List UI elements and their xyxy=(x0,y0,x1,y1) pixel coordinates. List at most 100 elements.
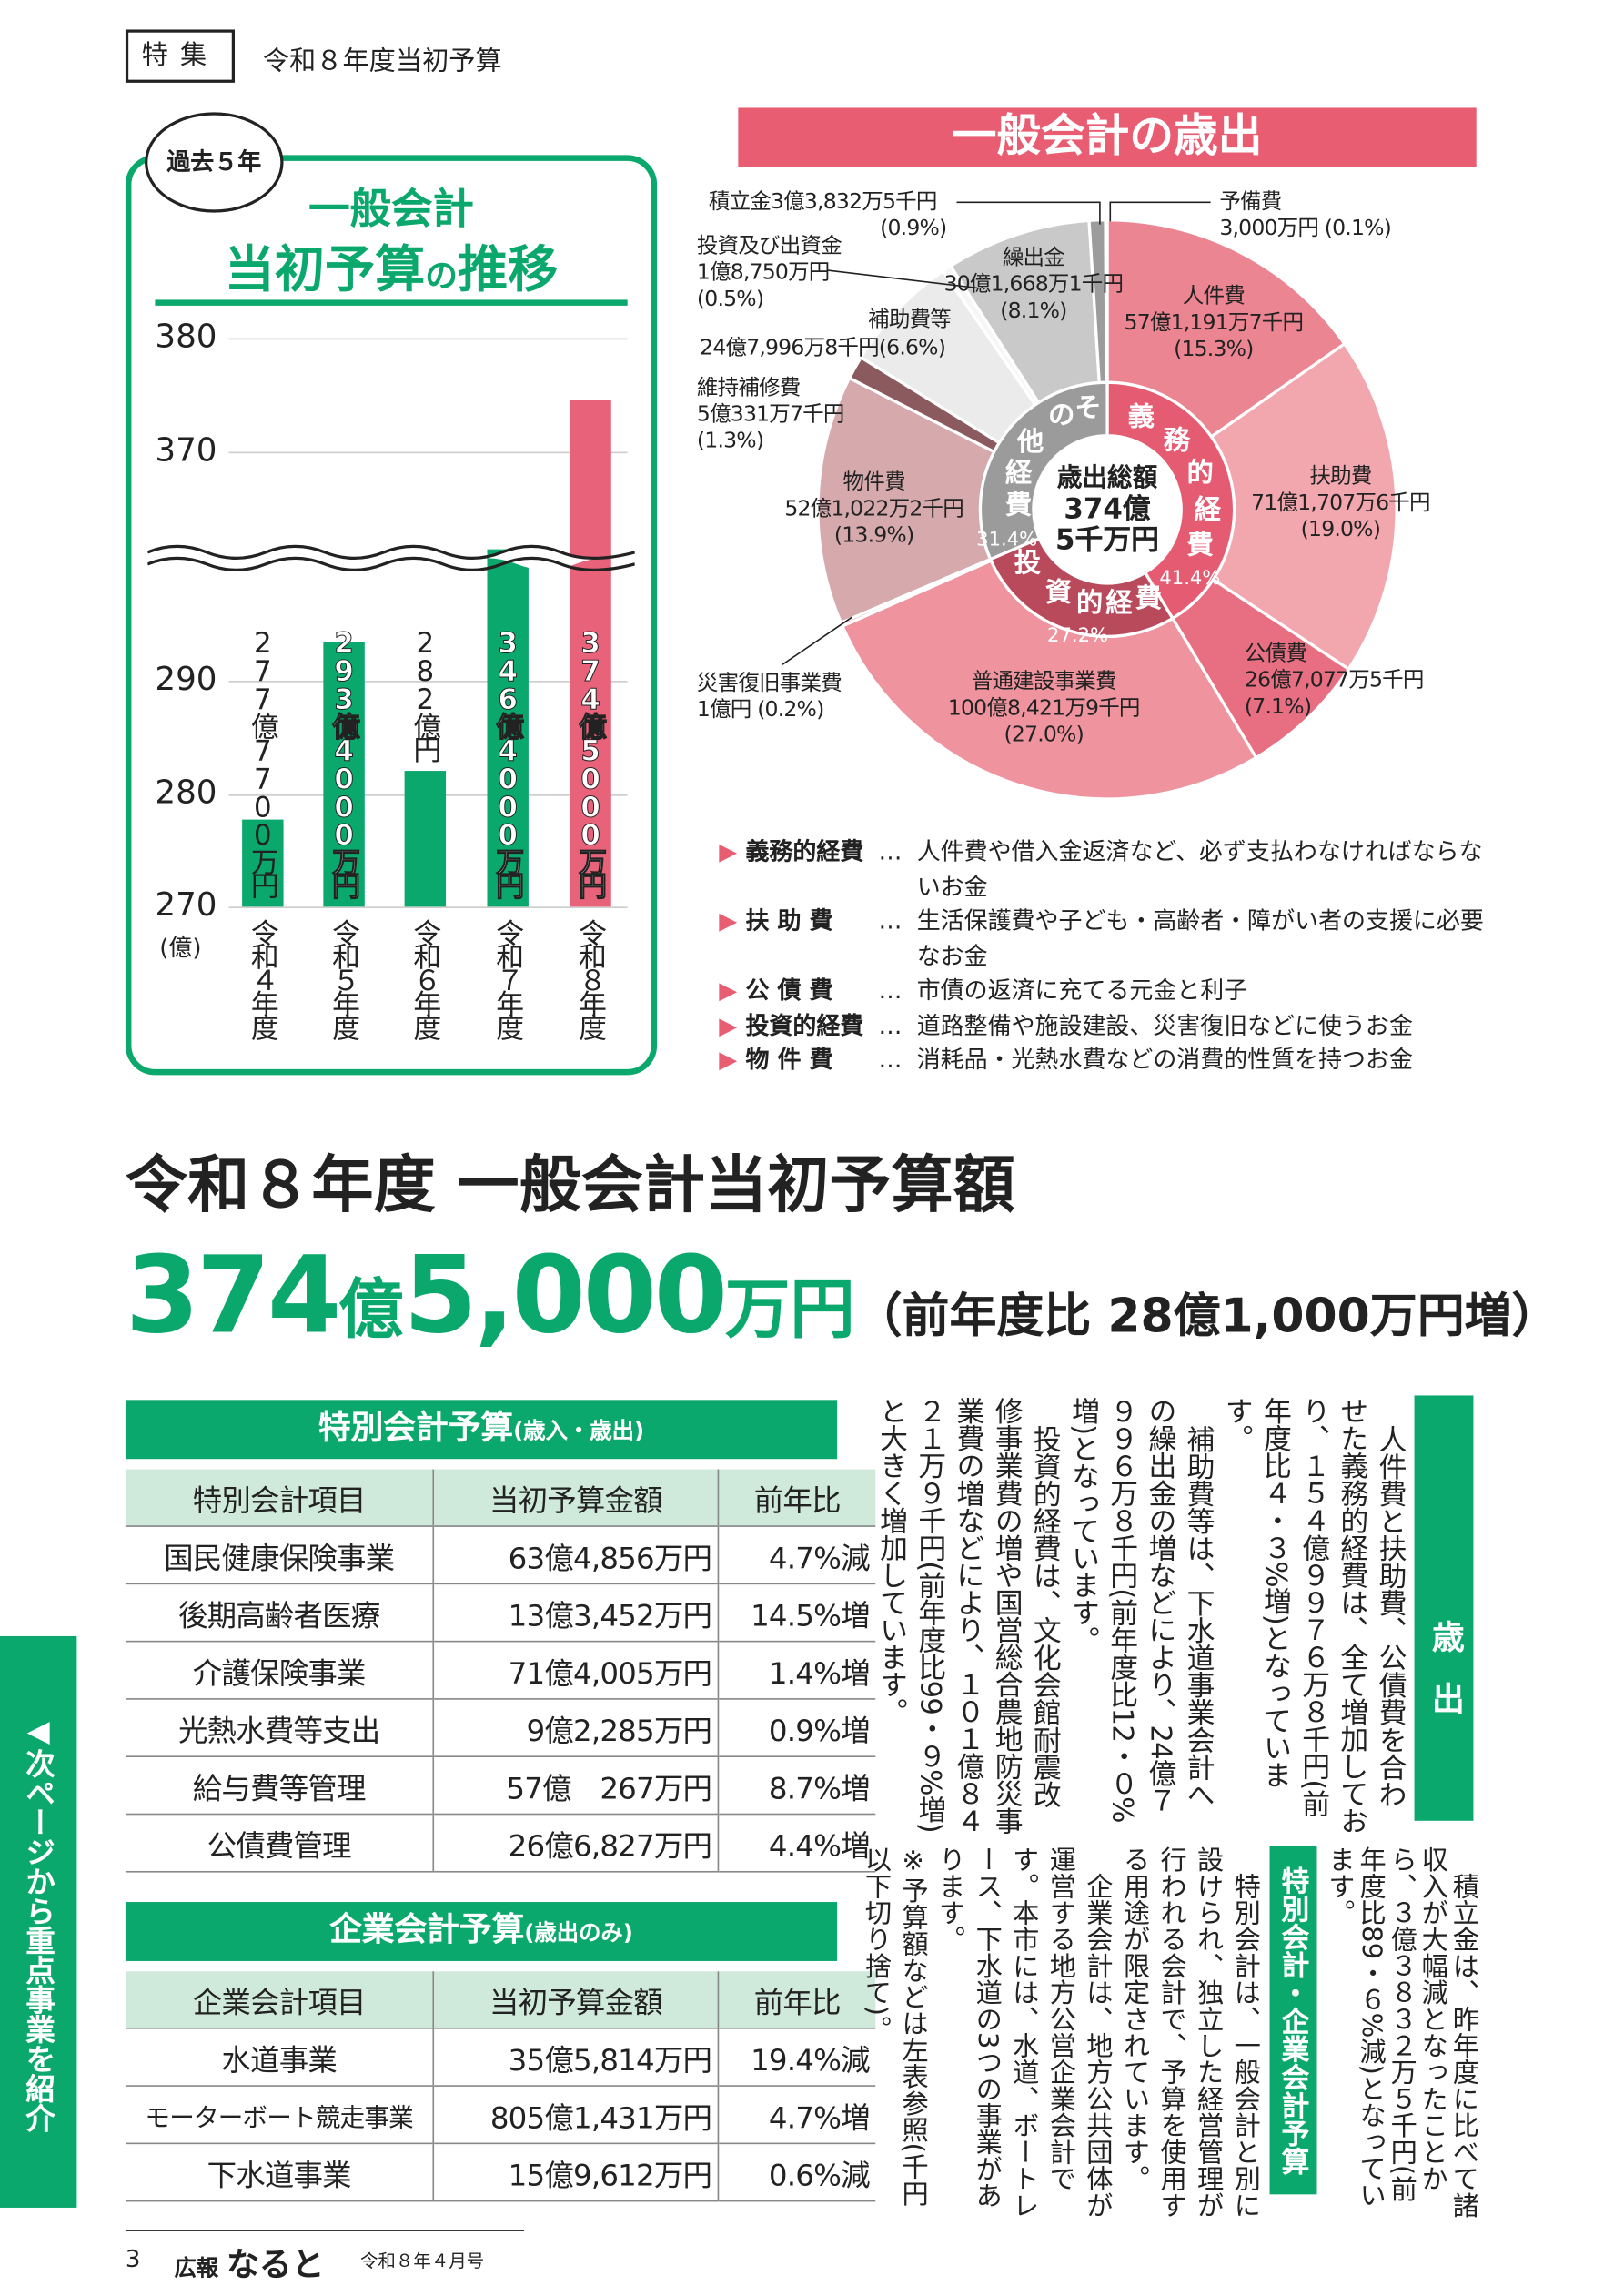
slice-amount: 3億3,832万5千円 xyxy=(771,190,937,215)
gridline xyxy=(228,906,628,908)
slice-amount: 57億1,191万7千円 xyxy=(1124,311,1304,336)
triangle-bullet-icon: ▶ xyxy=(719,1010,738,1039)
expenditure-title: 一般会計の歳出 xyxy=(738,107,1477,167)
trend-title-line2: 当初予算の推移 xyxy=(126,229,657,302)
label-disaster: 災害復旧事業費 1億円 (0.2%) xyxy=(697,671,842,723)
legend-description: 生活保護費や子ども・高齢者・障がい者の支援に必要なお金 xyxy=(916,906,1484,970)
bar-value-label: 346億4000万円 xyxy=(491,627,525,895)
group-label-char: 務 xyxy=(1163,425,1190,457)
bar-value-label: 374億5000万円 xyxy=(574,627,608,895)
budget-amount: 71億4,005万円 xyxy=(432,1641,719,1700)
x-category-label: 令和７年度 xyxy=(491,918,525,1037)
donut-center-total: 歳出総額 374億 5千万円 xyxy=(1055,464,1159,557)
legend-description: 市債の返済に充てる元金と利子 xyxy=(916,976,1248,1005)
amount-subsidy: 24億7,996万8千円(6.6%) xyxy=(700,335,946,361)
column-header: 前年比 xyxy=(717,1971,876,2029)
center-line3: 5千万円 xyxy=(1055,524,1160,557)
label-reserve-fund: 積立金3億3,832万5千円 xyxy=(709,189,937,216)
legend-item: ▶ 扶 助 費 … 生活保護費や子ども・高齢者・障がい者の支援に必要なお金 xyxy=(719,904,1487,973)
triangle-bullet-icon: ▶ xyxy=(719,1045,738,1074)
table-row: 後期高齢者医療 13億3,452万円 14.5%増 xyxy=(125,1583,876,1643)
label-personnel: 人件費 57億1,191万7千円 (15.3%) xyxy=(1125,284,1304,364)
ellipsis: … xyxy=(878,906,903,936)
slice-pct: (1.3%) xyxy=(696,430,764,454)
legend-item: ▶ 公 債 費 … 市債の返済に充てる元金と利子 xyxy=(719,973,1487,1007)
headline-title: 令和８年度 一般会計当初予算額 xyxy=(125,1148,1015,1221)
table-row: モーターボート競走事業 805億1,431万円 4.7%増 xyxy=(125,2086,876,2145)
x-category-label: 令和６年度 xyxy=(409,918,442,1037)
legend-item: ▶ 物 件 費 … 消耗品・光熱水費などの消費的性質を持つお金 xyxy=(719,1043,1487,1077)
slice-name: 投資及び出資金 xyxy=(696,235,842,258)
slice-amount: 71億1,707万6千円 xyxy=(1251,491,1430,516)
x-category-label: 令和４年度 xyxy=(246,918,279,1037)
legend-item: ▶ 義務的経費 … 人件費や借入金返済など、必ず支払わなければならないお金 xyxy=(719,834,1487,904)
article-expenditure: 人件費と扶助費、公債費を合わせた義務的経費は、全て増加しており、１５４億９９７６… xyxy=(853,1397,1410,1834)
budget-amount: 13億3,452万円 xyxy=(432,1583,719,1643)
bar-3 xyxy=(404,771,447,907)
yoy-comparison: （前年度比 28億1,000万円増） xyxy=(854,1287,1559,1344)
yoy-change: 0.9%増 xyxy=(717,1698,876,1758)
leader-line-contingency xyxy=(1109,201,1211,222)
label-debt: 公債費 26億7,077万5千円 (7.1%) xyxy=(1245,641,1424,721)
slice-name: 人件費 xyxy=(1182,285,1246,309)
slice-amount: 1億円 xyxy=(696,698,751,723)
slice-name: 繰出金 xyxy=(1002,246,1065,270)
section-title: 令和８年度当初予算 xyxy=(262,46,502,77)
yoy-change: 1.4%増 xyxy=(717,1641,876,1700)
yoy-change: 4.4%増 xyxy=(717,1814,876,1873)
slice-pct: (0.5%) xyxy=(696,288,764,312)
y-tick-label: 380 xyxy=(155,319,217,357)
trend-title-line1: 一般会計 xyxy=(308,184,474,234)
issue-label: 令和８年４月号 xyxy=(359,2250,485,2271)
label-transfer: 繰出金 30億1,668万1千円 (8.1%) xyxy=(944,245,1124,325)
column-header: 企業会計項目 xyxy=(125,1971,434,2029)
slice-pct: (15.3%) xyxy=(1174,338,1254,362)
amount-man: 5,000 xyxy=(403,1232,728,1358)
slice-amount: 1億8,750万円 xyxy=(696,261,830,286)
y-tick-label: 280 xyxy=(155,774,217,812)
slice-pct: (0.1%) xyxy=(1324,217,1392,241)
table-row: 公債費管理 26億6,827万円 4.4%増 xyxy=(125,1814,876,1873)
group-pct-investment: 27.2% xyxy=(1047,625,1109,648)
paragraph: 補助費等は、下水道事業会計への繰出金の増などにより、24億７９９６万８千円(前年… xyxy=(1067,1397,1215,1823)
leader-line-investment xyxy=(826,269,978,289)
trend-chart-frame xyxy=(125,155,658,1076)
group-label-char: 資 xyxy=(1044,577,1073,609)
title-underline xyxy=(155,299,628,306)
enterprise-account-table: 企業会計項目 当初予算金額 前年比 水道事業 35億5,814万円 19.4%減 モーターボ… xyxy=(125,1971,876,2202)
enterprise-table-caption: 企業会計予算(歳出のみ) xyxy=(125,1902,838,1961)
item-name: 後期高齢者医療 xyxy=(125,1583,434,1643)
gridline xyxy=(228,681,628,683)
leader-line-reserve-fund xyxy=(956,201,1101,225)
bar-value-label: 293億4000万円 xyxy=(328,627,361,895)
note: ※予算額などは左表参照(千円以下切り捨て)。 xyxy=(861,1846,929,2207)
group-pct-other: 31.4% xyxy=(976,529,1038,552)
slice-name: 物件費 xyxy=(842,470,906,495)
x-category-label: 令和５年度 xyxy=(328,918,360,1037)
legend-term: 物 件 費 xyxy=(745,1045,833,1074)
paragraph: 人件費と扶助費、公債費を合わせた義務的経費は、全て増加しており、１５４億９９７６… xyxy=(1220,1397,1407,1835)
legend-description: 道路整備や施設建設、災害復旧などに使うお金 xyxy=(916,1010,1413,1039)
slice-name: 災害復旧事業費 xyxy=(696,672,842,696)
table-header-row: 特別会計項目 当初予算金額 前年比 xyxy=(125,1469,876,1527)
next-page-tab[interactable]: ◀次ページから重点事業を紹介 xyxy=(0,1635,77,2208)
table-row: 下水道事業 15億9,612万円 0.6%減 xyxy=(125,2143,876,2202)
group-label-char: 費 xyxy=(1135,582,1163,615)
label-maintenance: 維持補修費 5億331万7千円 (1.3%) xyxy=(697,375,844,455)
slice-pct: (7.1%) xyxy=(1244,695,1312,720)
column-header: 当初予算金額 xyxy=(432,1971,719,2029)
trend-title-b: の xyxy=(425,258,459,296)
yoy-change: 14.5%増 xyxy=(717,1583,876,1643)
trend-title-a: 当初予算 xyxy=(224,240,426,300)
budget-amount: 63億4,856万円 xyxy=(432,1526,719,1585)
bar-value-label: 277億7700万円 xyxy=(246,627,279,895)
bar-4 xyxy=(487,549,529,907)
budget-amount: 26億6,827万円 xyxy=(432,1814,719,1873)
special-table-caption: 特別会計予算(歳入・歳出) xyxy=(125,1400,838,1460)
paragraph: 企業会計は、地方公共団体が運営する地方公営企業会計です。本市には、水道、ボートレ… xyxy=(934,1846,1114,2219)
article-reserve: 積立金は、昨年度に比べて諸収入が大幅減となったことから、３億３８３２万５千円(前… xyxy=(1323,1846,1479,2218)
group-label-char: 的 xyxy=(1075,587,1104,619)
label-welfare: 扶助費 71億1,707万6千円 (19.0%) xyxy=(1251,464,1430,544)
slice-amount: 5億331万7千円 xyxy=(696,402,844,427)
